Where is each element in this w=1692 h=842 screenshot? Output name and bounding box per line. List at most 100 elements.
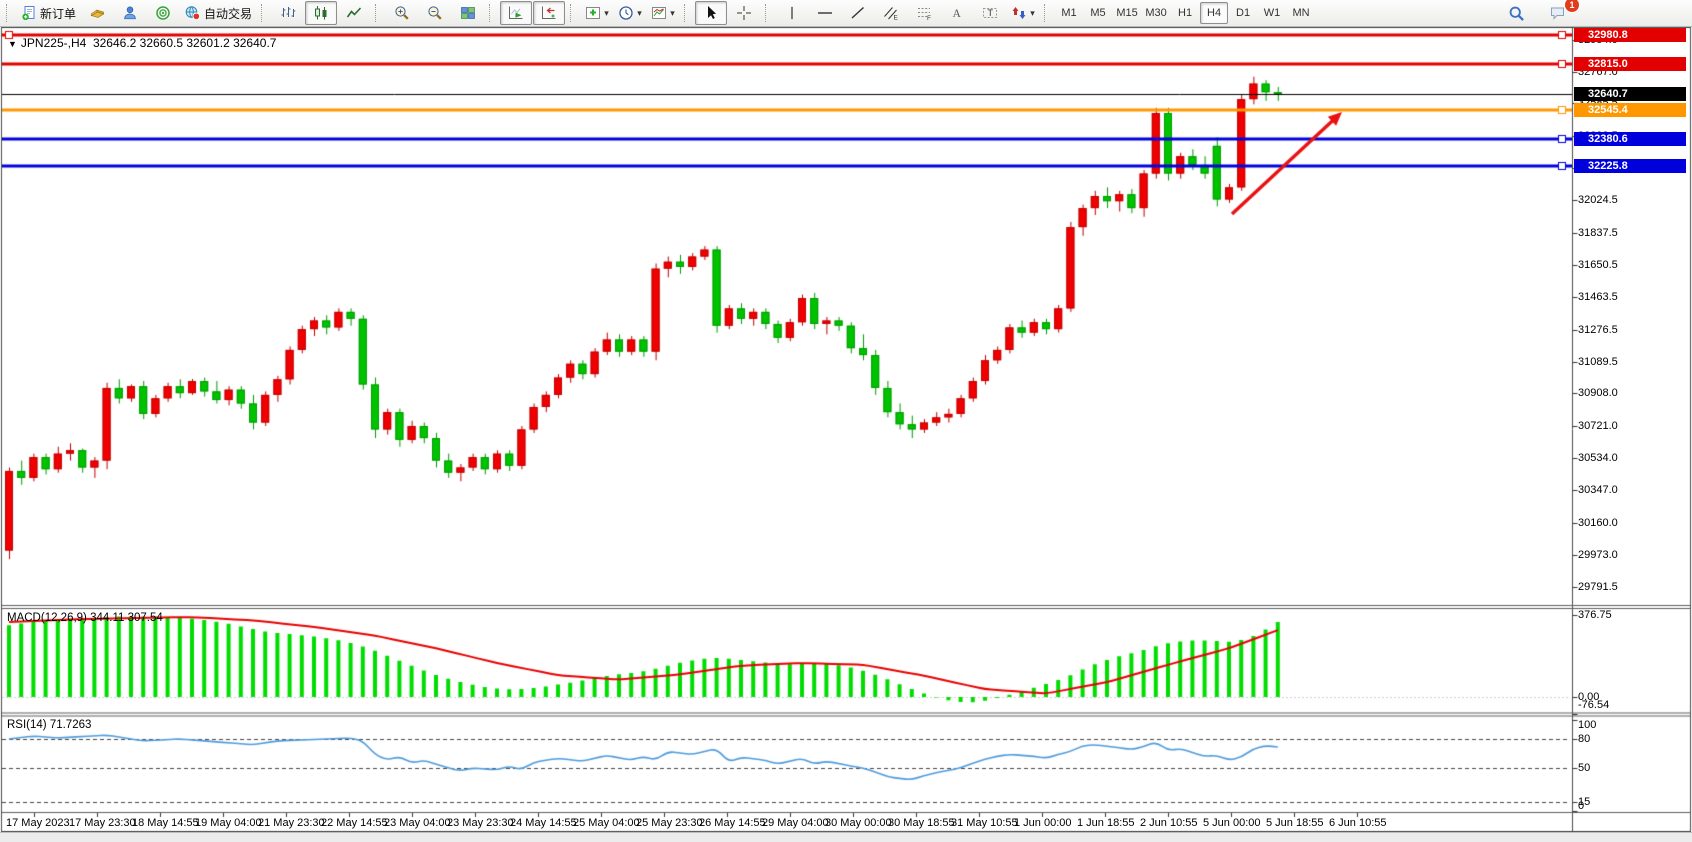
svg-text:T: T xyxy=(988,8,994,18)
tile-windows-button[interactable] xyxy=(452,1,484,25)
toolbar-grip[interactable] xyxy=(6,4,13,22)
arrows-icon xyxy=(1011,5,1027,21)
price-axis-tick: 31837.5 xyxy=(1578,226,1618,239)
person-icon xyxy=(122,5,138,21)
macd-indicator-label: MACD(12,26,9) 344.11 307.54 xyxy=(7,612,163,624)
chart-canvas[interactable] xyxy=(0,27,1692,832)
chart-shift-icon xyxy=(541,5,557,21)
label-tool-button[interactable]: T xyxy=(974,1,1006,25)
price-axis-badge: 32640.7 xyxy=(1574,86,1686,101)
clock-icon xyxy=(618,5,634,21)
price-axis-tick: 31650.5 xyxy=(1578,259,1618,272)
vertical-line-tool-button[interactable] xyxy=(776,1,808,25)
tab-timeframe-d1[interactable]: D1 xyxy=(1236,7,1251,19)
toolbar-grip[interactable] xyxy=(765,4,772,22)
trendline-tool-button[interactable] xyxy=(842,1,874,25)
time-axis-label: 24 May 14:55 xyxy=(510,817,577,829)
cursor-tool-button[interactable] xyxy=(695,1,728,25)
time-axis-label: 23 May 04:00 xyxy=(384,817,451,829)
price-axis-tick: 31276.5 xyxy=(1578,323,1618,336)
community-button[interactable] xyxy=(114,1,146,25)
gold-ingot-icon xyxy=(89,5,106,21)
price-axis-tick: 30534.0 xyxy=(1578,452,1618,465)
zoom-out-button[interactable] xyxy=(419,1,451,25)
toolbar-grip[interactable] xyxy=(1044,4,1051,22)
time-axis-label: 17 May 23:30 xyxy=(69,817,136,829)
tab-timeframe-m15[interactable]: M15 xyxy=(1116,7,1138,19)
toolbar-right-group: 1 xyxy=(1500,0,1580,25)
toolbar-grip[interactable] xyxy=(489,4,496,22)
tab-timeframe-mn[interactable]: MN xyxy=(1292,7,1310,19)
macd-axis-label: 376.75 xyxy=(1578,608,1612,621)
autotrade-button[interactable]: 自动交易 xyxy=(180,1,256,25)
tile-windows-icon xyxy=(460,5,476,21)
crosshair-tool-button[interactable] xyxy=(728,1,760,25)
svg-text:F: F xyxy=(927,15,931,21)
tab-timeframe-h4[interactable]: H4 xyxy=(1200,2,1229,24)
price-axis-badge: 32545.4 xyxy=(1574,103,1686,118)
arrows-tool-button[interactable]: ▾ xyxy=(1007,1,1039,25)
search-button[interactable] xyxy=(1500,1,1532,25)
toolbar-grip[interactable] xyxy=(570,4,577,22)
window-bottom-strip xyxy=(0,832,1692,842)
tab-timeframe-h1[interactable]: H1 xyxy=(1178,7,1193,19)
bar-chart-mode-button[interactable] xyxy=(272,1,304,25)
auto-scroll-button[interactable] xyxy=(500,1,533,25)
template-icon xyxy=(651,5,667,21)
text-label-icon: T xyxy=(982,5,998,21)
zoom-out-icon xyxy=(427,5,443,21)
equidistant-channel-tool-button[interactable]: E xyxy=(875,1,907,25)
market-button[interactable] xyxy=(81,1,113,25)
price-axis-badge: 32225.8 xyxy=(1574,158,1686,173)
rsi-axis-label: 50 xyxy=(1578,761,1591,774)
chat-bubble-icon xyxy=(1549,5,1567,21)
toolbar: 新订单 自动交易 xyxy=(0,0,1692,27)
toolbar-grip[interactable] xyxy=(684,4,691,22)
chevron-down-icon: ▾ xyxy=(670,7,675,18)
rsi-axis-label: 0 xyxy=(1578,800,1585,812)
price-axis-badge: 32980.8 xyxy=(1574,28,1686,43)
autotrade-globe-icon xyxy=(184,5,201,21)
line-chart-mode-button[interactable] xyxy=(338,1,370,25)
indicators-button[interactable]: ▾ xyxy=(581,1,613,25)
tab-timeframe-m5[interactable]: M5 xyxy=(1090,7,1106,19)
price-axis-tick: 30347.0 xyxy=(1578,484,1618,497)
text-tool-button[interactable]: A xyxy=(941,1,973,25)
chart-shift-button[interactable] xyxy=(533,1,566,25)
toolbar-grip[interactable] xyxy=(375,4,382,22)
zoom-in-icon xyxy=(394,5,410,21)
new-order-button[interactable]: 新订单 xyxy=(17,1,80,25)
periods-button[interactable]: ▾ xyxy=(614,1,646,25)
toolbar-grip[interactable] xyxy=(261,4,268,22)
new-order-label: 新订单 xyxy=(40,6,77,21)
tab-timeframe-w1[interactable]: W1 xyxy=(1263,7,1281,19)
time-axis-label: 6 Jun 10:55 xyxy=(1329,817,1387,829)
tab-timeframe-m30[interactable]: M30 xyxy=(1145,7,1167,19)
cursor-icon xyxy=(703,5,719,21)
signals-button[interactable] xyxy=(147,1,179,25)
time-axis-label: 17 May 2023 xyxy=(6,817,70,829)
equidistant-channel-icon: E xyxy=(883,5,899,21)
chart-window: ▼ JPN225-,H4 32646.2 32660.5 32601.2 3264… xyxy=(0,27,1692,832)
new-order-icon xyxy=(21,5,37,21)
templates-button[interactable]: ▾ xyxy=(647,1,679,25)
trendline-icon xyxy=(850,5,866,21)
time-axis-label: 23 May 23:30 xyxy=(447,817,514,829)
candlestick-mode-button[interactable] xyxy=(305,1,338,25)
svg-text:E: E xyxy=(894,15,899,22)
price-axis-tick: 31463.5 xyxy=(1578,291,1618,304)
notifications-button[interactable]: 1 xyxy=(1542,0,1580,25)
fibonacci-tool-button[interactable]: F xyxy=(908,1,940,25)
time-axis-label: 30 May 00:00 xyxy=(825,817,892,829)
line-chart-icon xyxy=(346,5,362,21)
time-axis-label: 2 Jun 10:55 xyxy=(1140,817,1198,829)
time-axis-label: 29 May 04:00 xyxy=(762,817,829,829)
signal-rings-icon xyxy=(155,5,171,21)
time-axis-label: 25 May 23:30 xyxy=(636,817,703,829)
horizontal-line-tool-button[interactable] xyxy=(809,1,841,25)
add-indicator-icon xyxy=(585,5,601,21)
zoom-in-button[interactable] xyxy=(386,1,418,25)
tab-timeframe-m1[interactable]: M1 xyxy=(1061,7,1077,19)
price-axis-badge: 32380.6 xyxy=(1574,131,1686,146)
